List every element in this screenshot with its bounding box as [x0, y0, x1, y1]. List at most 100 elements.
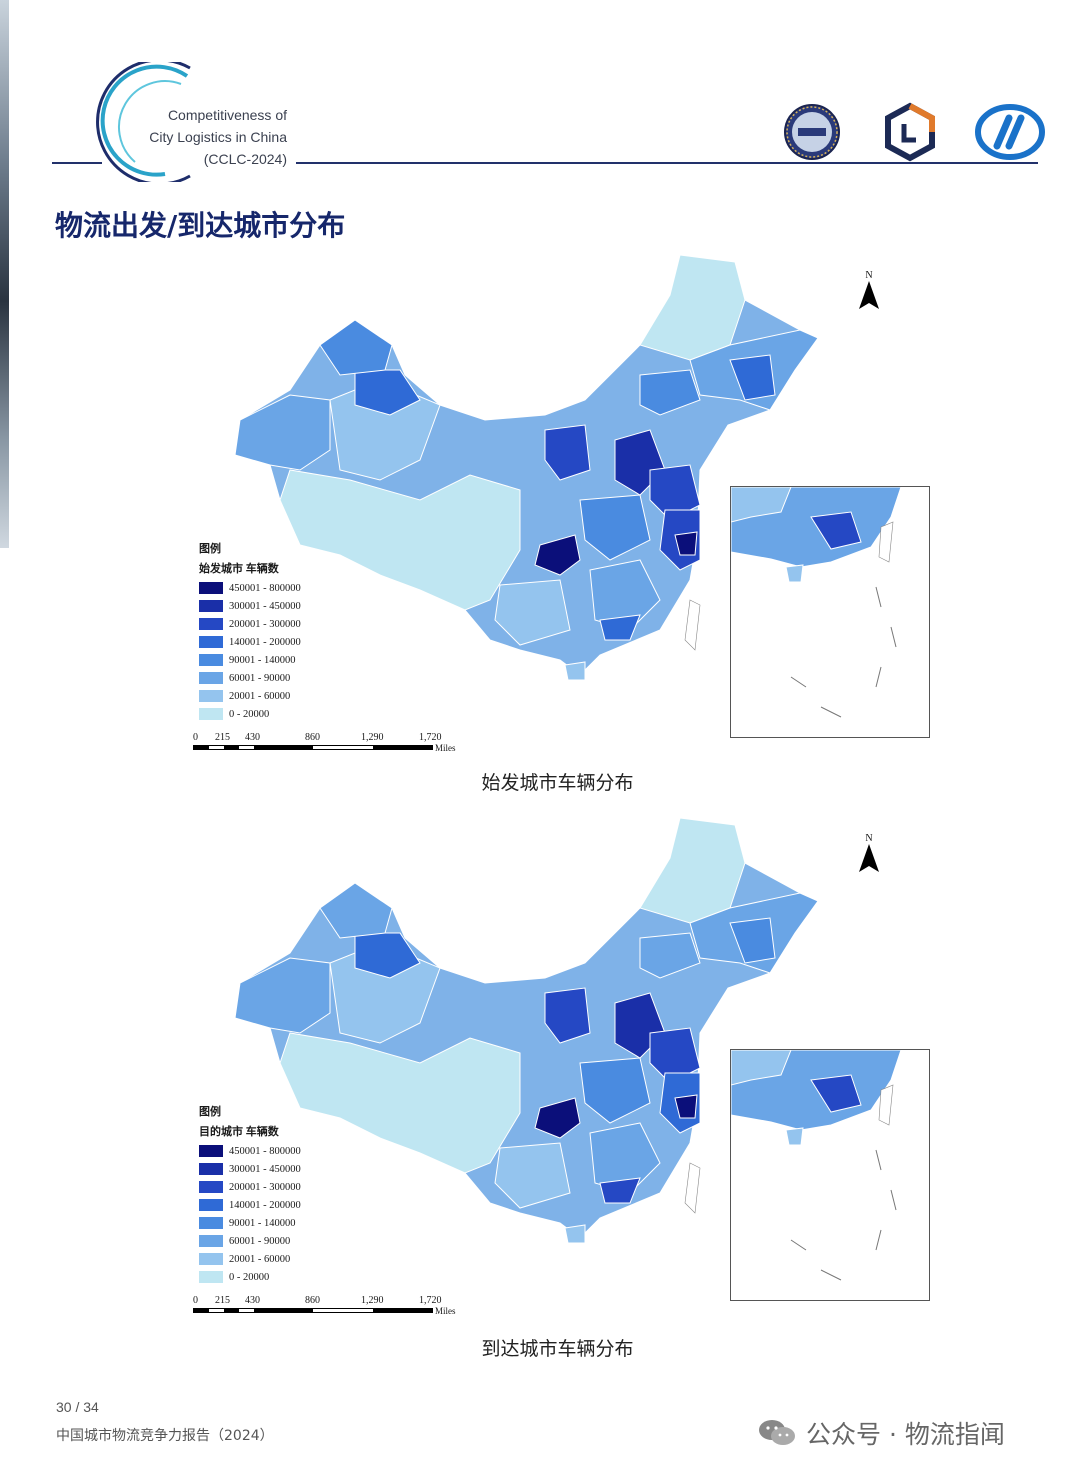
legend-label: 450001 - 800000 [229, 1145, 301, 1157]
legend-swatch [199, 582, 223, 594]
legend-row: 60001 - 90000 [199, 1232, 301, 1250]
legend-swatch [199, 654, 223, 666]
legend-row: 450001 - 800000 [199, 579, 301, 597]
legend-title: 图例 [199, 543, 221, 555]
legend-swatch [199, 672, 223, 684]
legend-swatch [199, 1181, 223, 1193]
header-rule-left [52, 162, 102, 164]
header-rule-right [296, 162, 1038, 164]
legend-row: 20001 - 60000 [199, 1250, 301, 1268]
legend-row: 140001 - 200000 [199, 633, 301, 651]
legend-swatch [199, 1235, 223, 1247]
legend-swatch [199, 708, 223, 720]
scale-label: 1,290 [361, 1295, 384, 1306]
inset-map [731, 1050, 902, 1281]
scale-label: 860 [305, 1295, 320, 1306]
scale-label: 1,720 [419, 732, 442, 743]
legend-row: 300001 - 450000 [199, 1160, 301, 1178]
legend-swatch [199, 1199, 223, 1211]
legend-row: 300001 - 450000 [199, 597, 301, 615]
partner-swoosh-logo [975, 104, 1045, 160]
map-block-destination: N 图例 目的城市 车辆数 450001 - 800000 300001 - 4… [185, 815, 945, 1345]
legend-label: 90001 - 140000 [229, 1217, 296, 1229]
photo-edge-strip [0, 0, 9, 548]
scale-unit: Miles [435, 743, 456, 753]
legend-swatch [199, 618, 223, 630]
logo-line-2: City Logistics in China [149, 129, 287, 145]
legend-swatch [199, 690, 223, 702]
legend-label: 90001 - 140000 [229, 654, 296, 666]
legend-label: 60001 - 90000 [229, 1235, 291, 1247]
scale-label: 430 [245, 1295, 260, 1306]
scale-label: 0 [193, 1295, 198, 1306]
north-label: N [865, 270, 873, 281]
scale-label: 0 [193, 732, 198, 743]
legend-row: 90001 - 140000 [199, 651, 301, 669]
report-name: 中国城市物流竞争力报告（2024） [56, 1428, 274, 1444]
china-map-origin [234, 254, 819, 681]
south-china-sea-inset [730, 1049, 930, 1301]
legend-label: 300001 - 450000 [229, 600, 301, 612]
legend-label: 300001 - 450000 [229, 1163, 301, 1175]
inset-map [731, 487, 902, 718]
scale-bar: 0 215 430 860 1,290 1,720 Miles [193, 1295, 463, 1319]
scale-label: 215 [215, 732, 230, 743]
scale-label: 215 [215, 1295, 230, 1306]
page-number: 30 / 34 [56, 1399, 99, 1415]
legend-label: 20001 - 60000 [229, 690, 291, 702]
legend-row: 60001 - 90000 [199, 669, 301, 687]
scale-bar-segments [193, 1308, 433, 1313]
legend-row: 20001 - 60000 [199, 687, 301, 705]
legend-row: 0 - 20000 [199, 705, 301, 723]
legend-label: 60001 - 90000 [229, 672, 291, 684]
wechat-label: 公众号 · 物流指闻 [806, 1420, 1005, 1449]
legend-row: 0 - 20000 [199, 1268, 301, 1286]
legend-row: 90001 - 140000 [199, 1214, 301, 1232]
logo-line-3: (CCLC-2024) [203, 151, 287, 167]
scale-bar-segments [193, 745, 433, 750]
legend-label: 200001 - 300000 [229, 618, 301, 630]
legend-row: 200001 - 300000 [199, 1178, 301, 1196]
china-map-destination [234, 817, 819, 1244]
legend-swatch [199, 600, 223, 612]
wechat-watermark: 公众号 · 物流指闻 [758, 1415, 1005, 1451]
legend-origin: 图例 始发城市 车辆数 450001 - 800000 300001 - 450… [199, 540, 301, 723]
scale-label: 860 [305, 732, 320, 743]
scale-bar: 0 215 430 860 1,290 1,720 Miles [193, 732, 463, 756]
scale-label: 1,290 [361, 732, 384, 743]
caption-destination: 到达城市车辆分布 [481, 1338, 634, 1360]
map-block-origin: N 图例 始发城市 车辆数 450001 - 800000 300001 - 4… [185, 252, 945, 782]
north-arrow: N [857, 270, 881, 314]
north-arrow-icon [859, 844, 879, 872]
legend-subtitle: 始发城市 车辆数 [199, 563, 279, 575]
north-label: N [865, 833, 873, 844]
legend-label: 200001 - 300000 [229, 1181, 301, 1193]
logo-line-1: Competitiveness of [167, 107, 287, 123]
partner-seal-logo [784, 104, 840, 160]
legend-row: 140001 - 200000 [199, 1196, 301, 1214]
scale-unit: Miles [435, 1306, 456, 1316]
cclc-logo-arcs [96, 62, 191, 182]
legend-swatch [199, 636, 223, 648]
legend-label: 140001 - 200000 [229, 636, 301, 648]
caption-origin: 始发城市车辆分布 [481, 772, 634, 794]
legend-label: 0 - 20000 [229, 1271, 270, 1283]
wechat-icon [759, 1420, 795, 1445]
legend-swatch [199, 1271, 223, 1283]
scale-label: 1,720 [419, 1295, 442, 1306]
legend-row: 200001 - 300000 [199, 615, 301, 633]
legend-label: 0 - 20000 [229, 708, 270, 720]
legend-label: 140001 - 200000 [229, 1199, 301, 1211]
north-arrow-icon [859, 281, 879, 309]
legend-row: 450001 - 800000 [199, 1142, 301, 1160]
partner-hex-logo [885, 102, 935, 162]
page-title: 物流出发/到达城市分布 [55, 209, 346, 242]
north-arrow: N [857, 833, 881, 877]
legend-destination: 图例 目的城市 车辆数 450001 - 800000 300001 - 450… [199, 1103, 301, 1286]
legend-subtitle: 目的城市 车辆数 [199, 1126, 279, 1138]
south-china-sea-inset [730, 486, 930, 738]
scale-label: 430 [245, 732, 260, 743]
legend-swatch [199, 1253, 223, 1265]
legend-title: 图例 [199, 1106, 221, 1118]
legend-label: 450001 - 800000 [229, 582, 301, 594]
